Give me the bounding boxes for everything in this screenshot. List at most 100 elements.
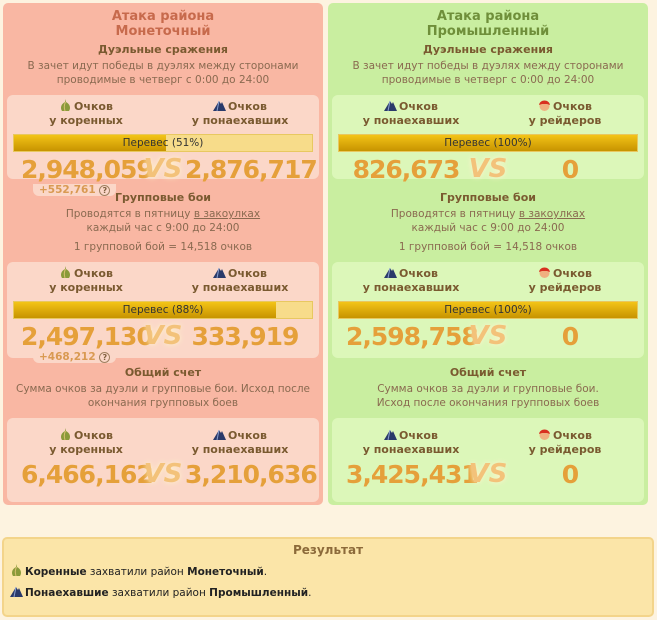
side-label: Очков	[553, 100, 592, 113]
side-label: у коренных	[49, 114, 123, 127]
side-left: Очков у понаехавших	[346, 99, 476, 128]
scores: 2,598,758 VS 0	[332, 321, 644, 351]
onion-dome-icon	[59, 266, 72, 279]
score-right: 0	[561, 459, 579, 489]
side-label: Очков	[399, 100, 438, 113]
vs-icon: VS	[143, 154, 183, 184]
side-label: у рейдеров	[528, 114, 602, 127]
desc-line: каждый час с 9:00 до 24:00	[411, 222, 565, 234]
score-left: 2,598,758	[346, 321, 479, 351]
advantage-bar: Перевес (100%)	[338, 134, 638, 152]
score-right: 2,876,717	[184, 154, 318, 184]
score-box: Очков у понаехавших Очков у рейдеров Перевес…	[332, 95, 644, 184]
desc-line: Сумма очков за дуэли и групповые бои.	[377, 383, 599, 395]
score-left: 6,466,162	[21, 459, 154, 489]
side-label: у коренных	[49, 443, 123, 456]
duel-header: Дуэльные сражения	[98, 43, 228, 56]
bonus-value: +468,212	[39, 351, 96, 363]
advantage-bar-fill	[339, 302, 637, 318]
advantage-label: Перевес (51%)	[122, 137, 204, 149]
side-label: у понаехавших	[362, 114, 460, 127]
desc-line: окончания групповых боев	[87, 397, 239, 409]
side-label: у рейдеров	[528, 281, 602, 294]
back-alleys-link[interactable]: в закоулках	[193, 208, 261, 220]
duel-desc: В зачет идут победы в дуэлях между сторо…	[3, 59, 323, 87]
advantage-bar-fill	[339, 135, 637, 151]
advantage-bar: Перевес (88%)	[13, 301, 313, 319]
bonus-value: +552,761	[39, 184, 96, 196]
side-label: Очков	[553, 267, 592, 280]
side-right: Очков у рейдеров	[500, 266, 630, 295]
score-left: 3,425,431	[346, 459, 479, 489]
desc-line: каждый час с 9:00 до 24:00	[86, 222, 240, 234]
side-right: Очков у рейдеров	[500, 428, 630, 457]
scores: 826,673 VS 0	[332, 154, 644, 184]
total-header: Общий счет	[449, 366, 527, 379]
advantage-label: Перевес (88%)	[122, 304, 204, 316]
score-sides: Очков у коренных Очков у понаехавших	[7, 428, 319, 457]
side-label: Очков	[74, 267, 113, 280]
mountain-icon	[384, 99, 398, 112]
total-desc: Сумма очков за дуэли и групповые бои. Ис…	[3, 382, 323, 410]
vs-icon: VS	[468, 154, 508, 184]
side-right: Очков у рейдеров	[500, 99, 630, 128]
side-right: Очков у понаехавших	[175, 266, 305, 295]
desc-line: Проводятся в пятницу в закоулках	[3, 207, 323, 221]
score-right: 0	[561, 154, 579, 184]
bonus-points: +552,761 ?	[33, 184, 117, 196]
side-label: Очков	[228, 429, 267, 442]
result-line: Понаехавшие захватили район Промышленный…	[10, 585, 652, 599]
scores: 2,948,059 VS 2,876,717	[7, 154, 319, 184]
desc-line: Проводятся в пятницу в закоулках	[328, 207, 648, 221]
mountain-icon	[213, 266, 227, 279]
side-label: Очков	[553, 429, 592, 442]
raider-icon	[538, 99, 551, 112]
total-desc: Сумма очков за дуэли и групповые бои. Исх…	[328, 382, 648, 410]
back-alleys-link[interactable]: в закоулках	[518, 208, 586, 220]
side-label: Очков	[74, 100, 113, 113]
side-label: у понаехавших	[191, 281, 289, 294]
result-line: Коренные захватили район Монеточный.	[10, 564, 652, 578]
side-left: Очков у коренных	[21, 428, 151, 457]
result-end: .	[263, 566, 268, 578]
group-header: Групповые бои	[440, 191, 536, 204]
desc-text: Проводятся в пятницу	[65, 208, 191, 220]
scores: 3,425,431 VS 0	[332, 459, 644, 489]
score-box: Очков у коренных Очков у понаехавших Перевес…	[7, 95, 319, 196]
advantage-bar-fill	[14, 135, 166, 151]
advantage-bar: Перевес (51%)	[13, 134, 313, 152]
raider-icon	[538, 428, 551, 441]
side-label: Очков	[399, 267, 438, 280]
district-title: Атака района Промышленный	[328, 9, 648, 39]
desc-line: Исход после окончания групповых боев	[376, 397, 600, 409]
score-left: 826,673	[352, 154, 461, 184]
score-sides: Очков у понаехавших Очков у рейдеров	[332, 266, 644, 295]
desc-line: проводимые в четверг с 0:00 до 24:00	[381, 74, 595, 86]
side-right: Очков у понаехавших	[175, 428, 305, 457]
duel-header: Дуэльные сражения	[423, 43, 553, 56]
district-panel-0: Атака района Монеточный Дуэльные сражения В…	[3, 3, 323, 505]
score-right: 0	[561, 321, 579, 351]
vs-icon: VS	[143, 459, 183, 489]
mountain-icon	[213, 99, 227, 112]
help-icon[interactable]: ?	[99, 185, 111, 196]
mountain-icon	[384, 266, 398, 279]
score-sides: Очков у коренных Очков у понаехавших	[7, 99, 319, 128]
desc-line: В зачет идут победы в дуэлях между сторо…	[27, 60, 299, 72]
advantage-bar: Перевес (100%)	[338, 301, 638, 319]
score-sides: Очков у коренных Очков у понаехавших	[7, 266, 319, 295]
onion-dome-icon	[10, 564, 23, 577]
help-icon[interactable]: ?	[99, 352, 111, 363]
score-sides: Очков у понаехавших Очков у рейдеров	[332, 99, 644, 128]
side-label: у понаехавших	[362, 443, 460, 456]
side-label: Очков	[228, 267, 267, 280]
title-line: Атака района	[111, 9, 215, 24]
score-left: 2,948,059	[21, 154, 154, 184]
mountain-icon	[384, 428, 398, 441]
mountain-icon	[10, 585, 23, 598]
desc-text: Проводятся в пятницу	[390, 208, 516, 220]
advantage-label: Перевес (100%)	[444, 137, 532, 149]
side-label: у понаехавших	[191, 443, 289, 456]
vs-icon: VS	[468, 321, 508, 351]
vs-icon: VS	[468, 459, 508, 489]
